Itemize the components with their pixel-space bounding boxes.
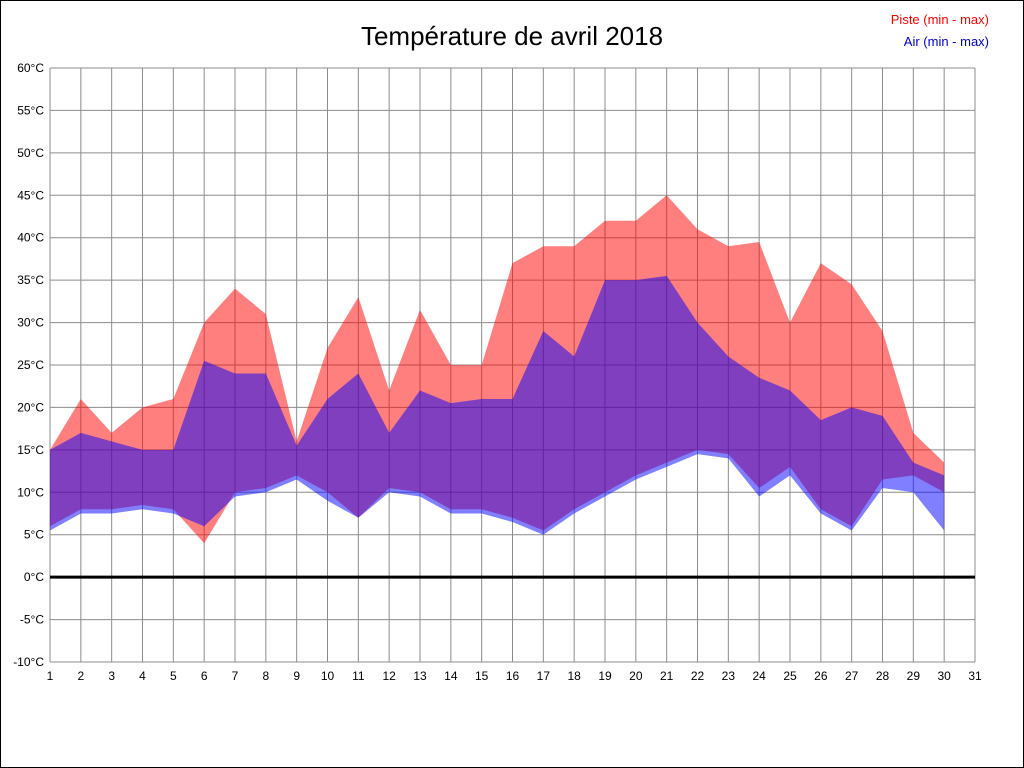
y-tick-label: 50°C <box>17 146 44 160</box>
chart-title: Température de avril 2018 <box>360 21 664 51</box>
y-tick-label: 55°C <box>17 103 44 117</box>
x-tick-label: 15 <box>475 669 489 683</box>
y-tick-label: -10°C <box>13 655 44 669</box>
x-tick-label: 10 <box>321 669 335 683</box>
x-tick-label: 22 <box>691 669 705 683</box>
x-tick-label: 31 <box>968 669 982 683</box>
x-tick-label: 23 <box>722 669 736 683</box>
x-tick-label: 7 <box>232 669 239 683</box>
y-tick-label: 35°C <box>17 273 44 287</box>
x-tick-label: 12 <box>382 669 396 683</box>
y-tick-label: 45°C <box>17 188 44 202</box>
x-tick-label: 4 <box>139 669 146 683</box>
x-tick-label: 19 <box>598 669 612 683</box>
x-tick-label: 13 <box>413 669 427 683</box>
x-tick-label: 14 <box>444 669 458 683</box>
x-tick-label: 25 <box>783 669 797 683</box>
y-tick-label: 60°C <box>17 61 44 75</box>
x-tick-label: 9 <box>293 669 300 683</box>
x-tick-label: 28 <box>876 669 890 683</box>
y-tick-label: 30°C <box>17 316 44 330</box>
x-tick-label: 18 <box>567 669 581 683</box>
x-tick-label: 27 <box>845 669 859 683</box>
y-tick-label: 0°C <box>24 570 44 584</box>
x-tick-label: 30 <box>937 669 951 683</box>
y-tick-label: 20°C <box>17 400 44 414</box>
x-tick-label: 2 <box>77 669 84 683</box>
x-tick-label: 20 <box>629 669 643 683</box>
x-tick-label: 24 <box>752 669 766 683</box>
y-tick-label: 25°C <box>17 358 44 372</box>
legend: Piste (min - max) Air (min - max) <box>891 9 989 53</box>
y-tick-label: 10°C <box>17 485 44 499</box>
y-tick-label: 15°C <box>17 443 44 457</box>
y-tick-label: 40°C <box>17 231 44 245</box>
x-tick-label: 17 <box>537 669 551 683</box>
y-tick-label: -5°C <box>20 613 44 627</box>
x-tick-label: 8 <box>262 669 269 683</box>
x-tick-label: 5 <box>170 669 177 683</box>
x-tick-label: 6 <box>201 669 208 683</box>
x-tick-label: 26 <box>814 669 828 683</box>
x-tick-label: 16 <box>506 669 520 683</box>
legend-item-piste: Piste (min - max) <box>890 12 989 27</box>
x-tick-label: 29 <box>907 669 921 683</box>
y-tick-label: 5°C <box>24 528 44 542</box>
x-tick-label: 11 <box>352 669 365 683</box>
legend-item-air: Air (min - max) <box>903 34 989 49</box>
x-tick-label: 3 <box>108 669 115 683</box>
x-tick-label: 21 <box>660 669 674 683</box>
air-band <box>50 275 945 535</box>
x-tick-label: 1 <box>47 669 54 683</box>
